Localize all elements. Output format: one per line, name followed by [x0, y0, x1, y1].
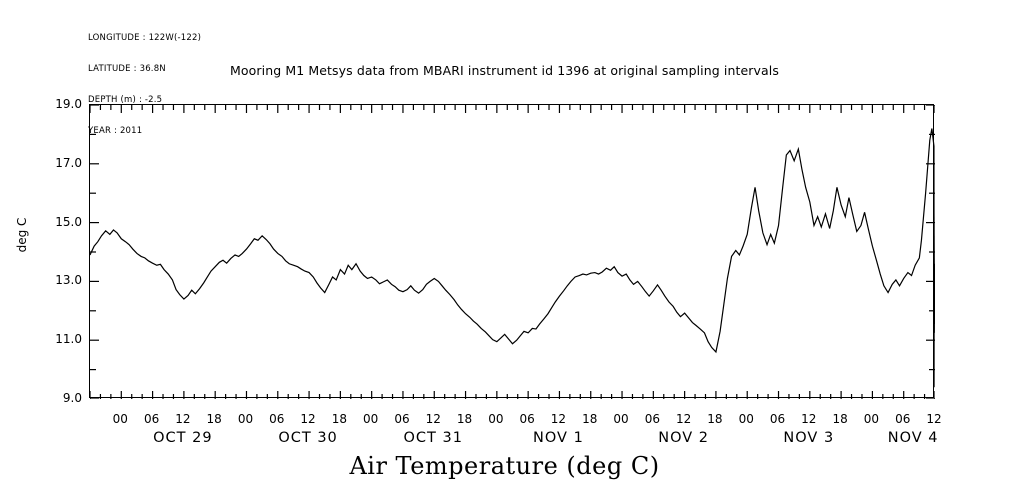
x-hour-label: 18: [707, 412, 723, 426]
x-axis-day-labels: OCT 29 OCT 30 OCT 31 NOV 1 NOV 2 NOV 3 NOV 4: [89, 430, 937, 450]
y-axis-title: deg C: [15, 217, 29, 253]
x-hour-label: 06: [895, 412, 911, 426]
y-tick-label: 19.0: [55, 97, 82, 111]
x-day-label: OCT 29: [153, 430, 213, 446]
y-tick-label: 15.0: [55, 214, 82, 229]
x-axis-hour-labels: 00 06 12 18 00 06 12 18 00 06 12 18 00 06 12 18 00 06 12 18…: [89, 412, 942, 428]
x-day-label: NOV 1: [533, 430, 584, 446]
metadata-year: YEAR : 2011: [88, 126, 143, 137]
x-hour-label: 06: [644, 412, 660, 426]
metadata-latitude: LATITUDE : 36.8N: [88, 64, 166, 75]
x-hour-label: 00: [112, 412, 128, 426]
x-hour-label: 06: [143, 412, 160, 426]
x-axis-title: Air Temperature (deg C): [349, 452, 660, 480]
x-day-label: NOV 4: [887, 430, 939, 446]
x-hour-label: 12: [300, 412, 316, 426]
x-hour-label: 00: [363, 412, 379, 426]
x-hour-label: 18: [832, 412, 848, 426]
x-hour-label: 18: [456, 412, 473, 426]
x-hour-label: 00: [237, 412, 254, 426]
chart-title: Mooring M1 Metsys data from MBARI instru…: [230, 63, 779, 78]
axis-tick-marks: [90, 105, 935, 399]
x-hour-label: 12: [175, 412, 191, 426]
metadata-depth: DEPTH (m) : -2.5: [88, 95, 163, 106]
x-day-label: OCT 31: [403, 430, 463, 446]
plot-area: [89, 104, 935, 399]
x-hour-label: 06: [769, 412, 786, 426]
x-hour-label: 12: [675, 412, 692, 426]
x-hour-label: 12: [801, 412, 817, 426]
x-day-label: NOV 3: [783, 430, 835, 446]
timeseries-plot: [90, 105, 935, 399]
air-temperature-line: [90, 128, 935, 388]
y-tick-label: 11.0: [55, 332, 82, 347]
x-hour-label: 12: [550, 412, 567, 426]
x-hour-label: 00: [738, 412, 754, 426]
x-hour-label: 12: [926, 412, 942, 426]
x-hour-label: 18: [582, 412, 598, 426]
metadata-longitude: LONGITUDE : 122W(-122): [88, 32, 202, 43]
metadata-block: LONGITUDE : 122W(-122) LATITUDE : 36.8N …: [88, 12, 201, 158]
x-hour-label: 18: [331, 412, 347, 426]
x-hour-label: 06: [269, 412, 285, 426]
y-tick-label: 13.0: [55, 273, 82, 288]
x-day-label: OCT 30: [278, 430, 338, 446]
y-tick-label: 17.0: [55, 155, 82, 170]
x-day-label: NOV 2: [658, 430, 709, 446]
x-hour-label: 06: [394, 412, 410, 426]
x-hour-label: 00: [488, 412, 504, 426]
x-hour-label: 00: [863, 412, 880, 426]
x-hour-label: 06: [519, 412, 535, 426]
x-hour-label: 00: [613, 412, 629, 426]
y-axis-tick-labels: 19.0 17.0 15.0 13.0 11.0 9.0: [24, 97, 82, 405]
x-hour-label: 12: [425, 412, 441, 426]
x-hour-label: 18: [206, 412, 222, 426]
y-tick-label: 9.0: [62, 391, 82, 405]
